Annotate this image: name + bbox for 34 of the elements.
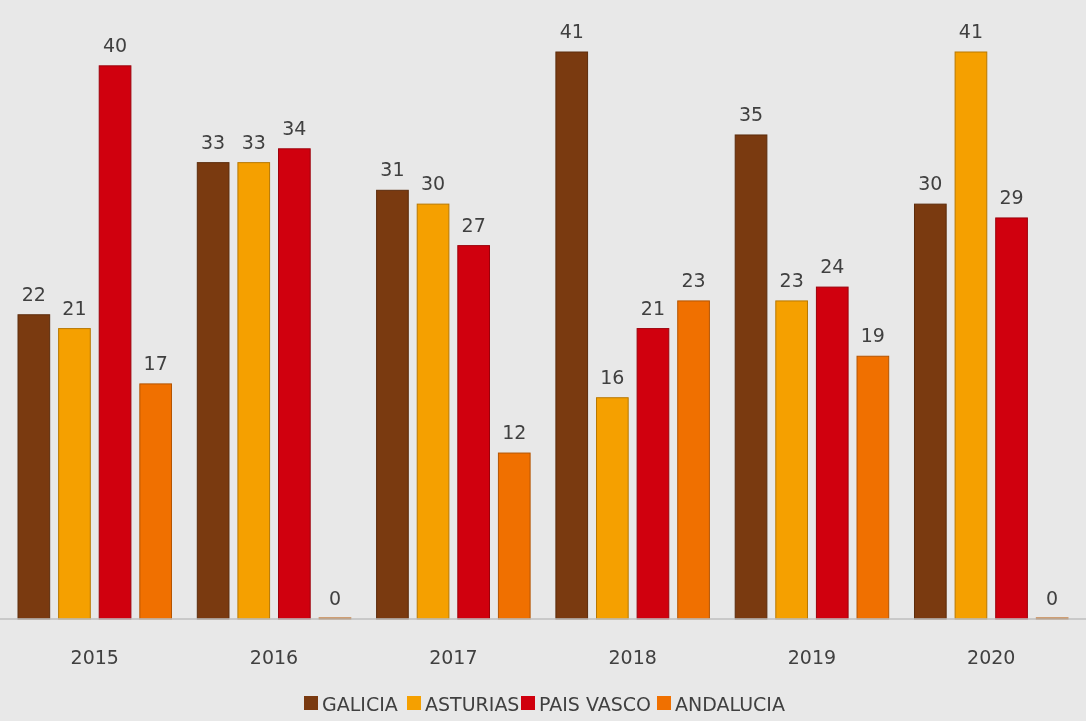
x-tick-label: 2018	[608, 646, 657, 668]
data-label: 12	[502, 421, 527, 444]
data-label: 41	[559, 20, 584, 42]
data-label: 33	[201, 130, 226, 153]
data-label: 27	[461, 213, 486, 236]
data-label: 21	[640, 296, 666, 319]
x-tick-label: 2015	[70, 646, 119, 668]
data-label: 34	[282, 116, 307, 139]
data-label: 23	[681, 268, 706, 291]
legend-label: GALICIA	[322, 693, 398, 715]
data-label: 22	[21, 282, 46, 305]
data-label: 35	[738, 102, 764, 125]
data-label: 31	[380, 158, 405, 181]
data-label: 21	[62, 296, 87, 319]
data-label: 17	[143, 351, 168, 374]
data-label: 24	[820, 255, 845, 278]
x-tick-label: 2016	[249, 646, 299, 668]
legend-label: PAIS VASCO	[539, 693, 652, 715]
data-label: 19	[860, 324, 885, 347]
data-label: 41	[958, 20, 984, 42]
data-label: 0	[1046, 587, 1059, 609]
x-tick-label: 2020	[967, 646, 1016, 668]
data-label: 29	[999, 185, 1024, 208]
data-label: 40	[102, 33, 128, 56]
legend-label: ANDALUCIA	[675, 693, 785, 715]
legend-label: ASTURIAS	[425, 693, 520, 715]
data-label: 16	[600, 365, 625, 388]
x-tick-label: 2019	[787, 646, 837, 668]
x-tick-label: 2017	[429, 646, 478, 668]
data-label: 33	[241, 130, 266, 153]
data-label: 30	[918, 172, 943, 195]
data-label: 30	[420, 172, 446, 195]
data-label: 0	[328, 587, 342, 609]
data-label: 23	[779, 268, 804, 291]
